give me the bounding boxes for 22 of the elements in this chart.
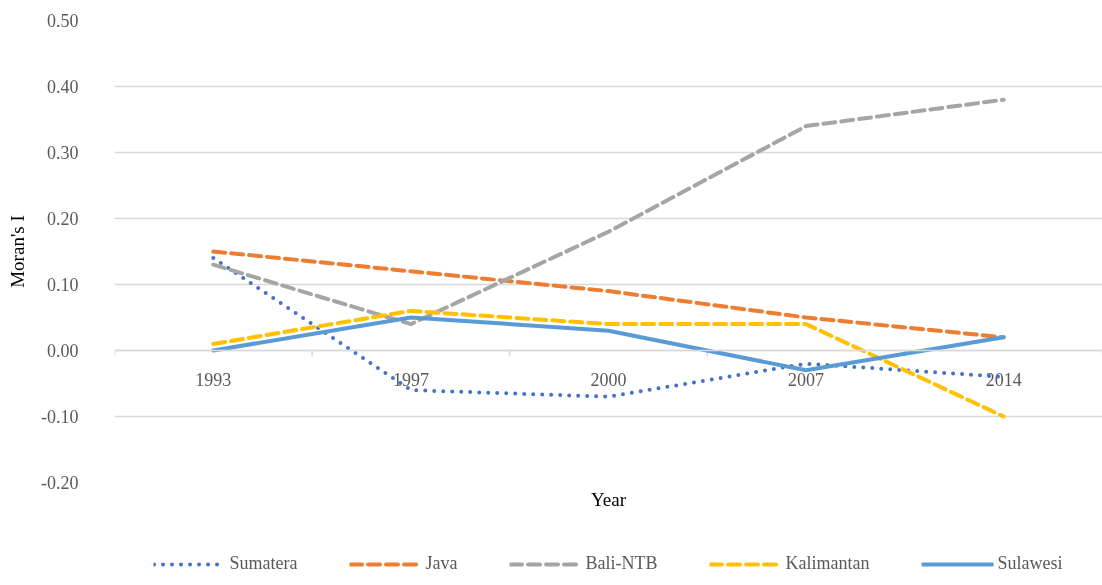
y-tick-label: 0.50 xyxy=(47,11,79,31)
legend-label: Java xyxy=(425,553,458,574)
x-tick-label: 1993 xyxy=(195,369,232,390)
x-axis-title: Year xyxy=(590,488,627,510)
legend-label: Sumatera xyxy=(229,553,298,574)
y-tick-label: -0.10 xyxy=(41,407,79,427)
legend-label: Bali-NTB xyxy=(585,553,658,574)
line-series xyxy=(211,315,1006,373)
y-axis-title: Moran's I xyxy=(7,215,29,288)
y-tick-label: -0.20 xyxy=(41,473,79,493)
line-series xyxy=(211,97,1006,327)
legend-label: Kalimantan xyxy=(785,553,870,574)
y-tick-label: 0.30 xyxy=(47,143,79,163)
y-tick-label: 0.20 xyxy=(47,209,79,229)
y-tick-label: 0.00 xyxy=(47,341,79,361)
x-tick-label: 2014 xyxy=(985,369,1022,390)
y-tick-label: 0.40 xyxy=(47,77,79,97)
x-tick-label: 2007 xyxy=(788,369,825,390)
legend-label: Sulawesi xyxy=(997,553,1063,574)
x-tick-label: 1997 xyxy=(392,369,429,390)
x-tick-label: 2000 xyxy=(590,369,627,390)
y-tick-label: 0.10 xyxy=(47,275,79,295)
